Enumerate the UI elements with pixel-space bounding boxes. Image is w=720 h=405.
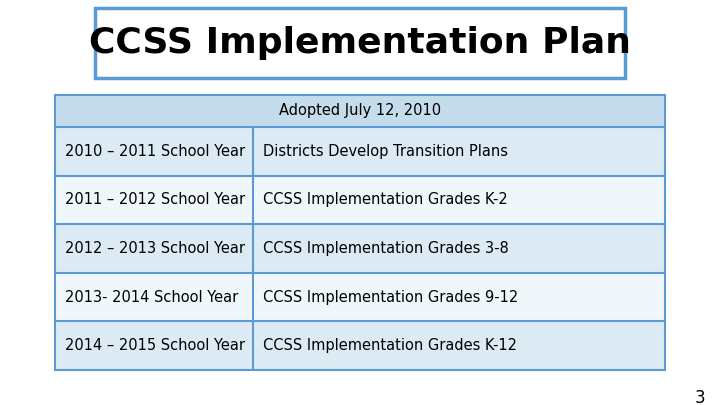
Text: CCSS Implementation Grades 9-12: CCSS Implementation Grades 9-12 xyxy=(263,290,518,305)
Text: CCSS Implementation Grades K-12: CCSS Implementation Grades K-12 xyxy=(263,338,517,353)
Text: 2014 – 2015 School Year: 2014 – 2015 School Year xyxy=(65,338,245,353)
FancyBboxPatch shape xyxy=(253,273,665,322)
FancyBboxPatch shape xyxy=(55,322,253,370)
FancyBboxPatch shape xyxy=(253,224,665,273)
Text: 2010 – 2011 School Year: 2010 – 2011 School Year xyxy=(65,144,245,159)
Text: 2011 – 2012 School Year: 2011 – 2012 School Year xyxy=(65,192,245,207)
Text: Districts Develop Transition Plans: Districts Develop Transition Plans xyxy=(263,144,508,159)
FancyBboxPatch shape xyxy=(253,322,665,370)
FancyBboxPatch shape xyxy=(55,224,253,273)
FancyBboxPatch shape xyxy=(253,127,665,176)
Text: CCSS Implementation Grades 3-8: CCSS Implementation Grades 3-8 xyxy=(263,241,509,256)
Text: 2013- 2014 School Year: 2013- 2014 School Year xyxy=(65,290,238,305)
Text: Adopted July 12, 2010: Adopted July 12, 2010 xyxy=(279,104,441,119)
Text: 3: 3 xyxy=(695,389,706,405)
FancyBboxPatch shape xyxy=(95,8,625,78)
FancyBboxPatch shape xyxy=(55,273,253,322)
FancyBboxPatch shape xyxy=(55,176,253,224)
Text: CCSS Implementation Plan: CCSS Implementation Plan xyxy=(89,26,631,60)
Text: 2012 – 2013 School Year: 2012 – 2013 School Year xyxy=(65,241,245,256)
FancyBboxPatch shape xyxy=(55,95,665,127)
FancyBboxPatch shape xyxy=(253,176,665,224)
FancyBboxPatch shape xyxy=(55,127,253,176)
Text: CCSS Implementation Grades K-2: CCSS Implementation Grades K-2 xyxy=(263,192,508,207)
